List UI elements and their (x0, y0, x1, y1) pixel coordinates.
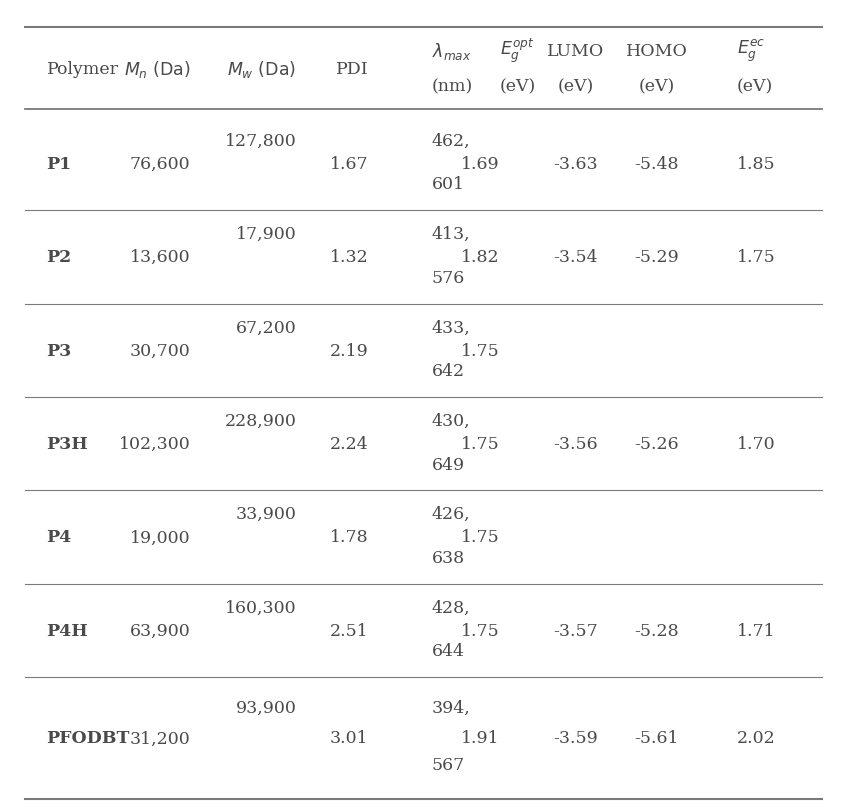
Text: -3.63: -3.63 (554, 156, 598, 173)
Text: 1.75: 1.75 (737, 249, 776, 266)
Text: P3: P3 (47, 342, 72, 359)
Text: 17,900: 17,900 (235, 225, 296, 242)
Text: PFODBT: PFODBT (47, 730, 130, 746)
Text: -3.56: -3.56 (554, 436, 598, 453)
Text: 394,: 394, (432, 699, 471, 716)
Text: 1.75: 1.75 (461, 529, 500, 546)
Text: 642: 642 (432, 363, 465, 380)
Text: PDI: PDI (335, 61, 368, 77)
Text: 1.69: 1.69 (461, 156, 500, 173)
Text: 1.67: 1.67 (329, 156, 368, 173)
Text: P1: P1 (47, 156, 72, 173)
Text: 33,900: 33,900 (235, 505, 296, 522)
Text: 2.24: 2.24 (329, 436, 368, 453)
Text: 1.82: 1.82 (461, 249, 500, 266)
Text: 644: 644 (432, 642, 465, 659)
Text: $M_w$ (Da): $M_w$ (Da) (227, 58, 296, 79)
Text: -3.57: -3.57 (554, 622, 598, 639)
Text: 576: 576 (432, 269, 465, 286)
Text: 601: 601 (432, 176, 465, 193)
Text: P4H: P4H (47, 622, 88, 639)
Text: 13,600: 13,600 (130, 249, 191, 266)
Text: (nm): (nm) (432, 79, 473, 95)
Text: 76,600: 76,600 (130, 156, 191, 173)
Text: 102,300: 102,300 (119, 436, 191, 453)
Text: 2.51: 2.51 (329, 622, 368, 639)
Text: 1.85: 1.85 (737, 156, 776, 173)
Text: P3H: P3H (47, 436, 88, 453)
Text: 433,: 433, (432, 319, 471, 336)
Text: 1.32: 1.32 (329, 249, 368, 266)
Text: 428,: 428, (432, 599, 471, 616)
Text: -5.29: -5.29 (634, 249, 678, 266)
Text: 649: 649 (432, 456, 465, 473)
Text: LUMO: LUMO (547, 43, 605, 59)
Text: 19,000: 19,000 (130, 529, 191, 546)
Text: 228,900: 228,900 (224, 412, 296, 429)
Text: 30,700: 30,700 (130, 342, 191, 359)
Text: 3.01: 3.01 (329, 730, 368, 746)
Text: -5.48: -5.48 (634, 156, 678, 173)
Text: 31,200: 31,200 (130, 730, 191, 746)
Text: 1.91: 1.91 (461, 730, 500, 746)
Text: $\lambda_{max}$: $\lambda_{max}$ (432, 41, 472, 62)
Text: $M_n$ (Da): $M_n$ (Da) (124, 58, 191, 79)
Text: 160,300: 160,300 (224, 599, 296, 616)
Text: -5.26: -5.26 (634, 436, 678, 453)
Text: -5.28: -5.28 (634, 622, 678, 639)
Text: HOMO: HOMO (625, 43, 688, 59)
Text: $E_g^{opt}$: $E_g^{opt}$ (500, 37, 534, 65)
Text: -5.61: -5.61 (634, 730, 678, 746)
Text: Polymer: Polymer (47, 61, 119, 77)
Text: -3.54: -3.54 (554, 249, 598, 266)
Text: $E_g^{ec}$: $E_g^{ec}$ (737, 38, 765, 64)
Text: (eV): (eV) (500, 79, 536, 95)
Text: 63,900: 63,900 (130, 622, 191, 639)
Text: 1.78: 1.78 (329, 529, 368, 546)
Text: (eV): (eV) (639, 79, 674, 95)
Text: 1.71: 1.71 (737, 622, 776, 639)
Text: 67,200: 67,200 (235, 319, 296, 336)
Text: 638: 638 (432, 549, 465, 566)
Text: 462,: 462, (432, 132, 471, 149)
Text: 93,900: 93,900 (235, 699, 296, 716)
Text: 1.75: 1.75 (461, 342, 500, 359)
Text: (eV): (eV) (737, 79, 773, 95)
Text: 430,: 430, (432, 412, 471, 429)
Text: P4: P4 (47, 529, 72, 546)
Text: 1.75: 1.75 (461, 622, 500, 639)
Text: P2: P2 (47, 249, 72, 266)
Text: 1.70: 1.70 (737, 436, 776, 453)
Text: 1.75: 1.75 (461, 436, 500, 453)
Text: 426,: 426, (432, 505, 471, 522)
Text: 2.19: 2.19 (329, 342, 368, 359)
Text: 567: 567 (432, 757, 465, 773)
Text: 413,: 413, (432, 225, 471, 242)
Text: 2.02: 2.02 (737, 730, 776, 746)
Text: 127,800: 127,800 (224, 132, 296, 149)
Text: -3.59: -3.59 (554, 730, 598, 746)
Text: (eV): (eV) (558, 79, 594, 95)
